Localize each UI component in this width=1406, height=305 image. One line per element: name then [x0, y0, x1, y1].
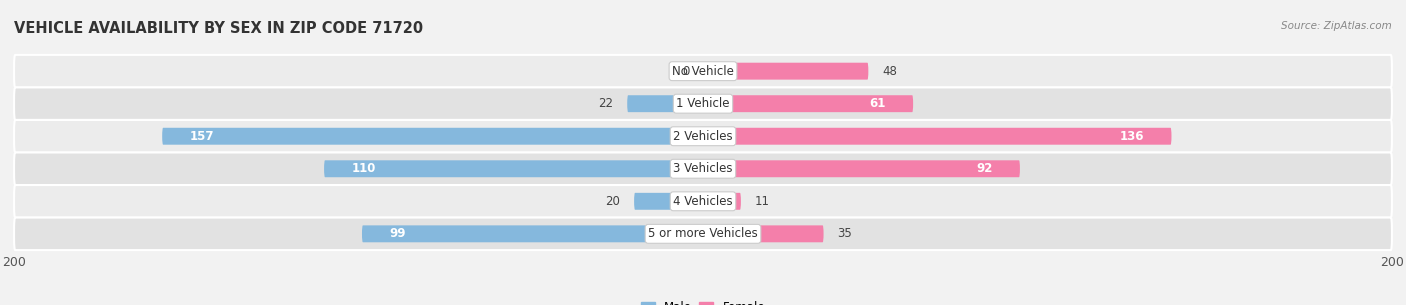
FancyBboxPatch shape — [627, 95, 703, 112]
Text: 99: 99 — [389, 227, 406, 240]
Text: 22: 22 — [599, 97, 613, 110]
FancyBboxPatch shape — [703, 63, 869, 80]
Text: 92: 92 — [976, 162, 993, 175]
Text: 157: 157 — [190, 130, 214, 143]
FancyBboxPatch shape — [14, 120, 1392, 152]
Text: 110: 110 — [352, 162, 375, 175]
Text: 2 Vehicles: 2 Vehicles — [673, 130, 733, 143]
Text: 20: 20 — [606, 195, 620, 208]
Text: 1 Vehicle: 1 Vehicle — [676, 97, 730, 110]
FancyBboxPatch shape — [14, 88, 1392, 120]
FancyBboxPatch shape — [634, 193, 703, 210]
FancyBboxPatch shape — [703, 95, 912, 112]
FancyBboxPatch shape — [361, 225, 703, 242]
Text: 5 or more Vehicles: 5 or more Vehicles — [648, 227, 758, 240]
FancyBboxPatch shape — [703, 225, 824, 242]
Text: 136: 136 — [1119, 130, 1144, 143]
Legend: Male, Female: Male, Female — [636, 296, 770, 305]
Text: No Vehicle: No Vehicle — [672, 65, 734, 78]
Text: VEHICLE AVAILABILITY BY SEX IN ZIP CODE 71720: VEHICLE AVAILABILITY BY SEX IN ZIP CODE … — [14, 21, 423, 36]
FancyBboxPatch shape — [703, 193, 741, 210]
Text: 48: 48 — [882, 65, 897, 78]
Text: Source: ZipAtlas.com: Source: ZipAtlas.com — [1281, 21, 1392, 31]
FancyBboxPatch shape — [14, 217, 1392, 250]
FancyBboxPatch shape — [14, 152, 1392, 185]
FancyBboxPatch shape — [14, 55, 1392, 88]
Text: 0: 0 — [682, 65, 689, 78]
FancyBboxPatch shape — [162, 128, 703, 145]
Text: 11: 11 — [755, 195, 769, 208]
FancyBboxPatch shape — [14, 185, 1392, 217]
Text: 35: 35 — [838, 227, 852, 240]
FancyBboxPatch shape — [703, 128, 1171, 145]
Text: 61: 61 — [869, 97, 886, 110]
Text: 4 Vehicles: 4 Vehicles — [673, 195, 733, 208]
FancyBboxPatch shape — [703, 160, 1019, 177]
FancyBboxPatch shape — [323, 160, 703, 177]
Text: 3 Vehicles: 3 Vehicles — [673, 162, 733, 175]
